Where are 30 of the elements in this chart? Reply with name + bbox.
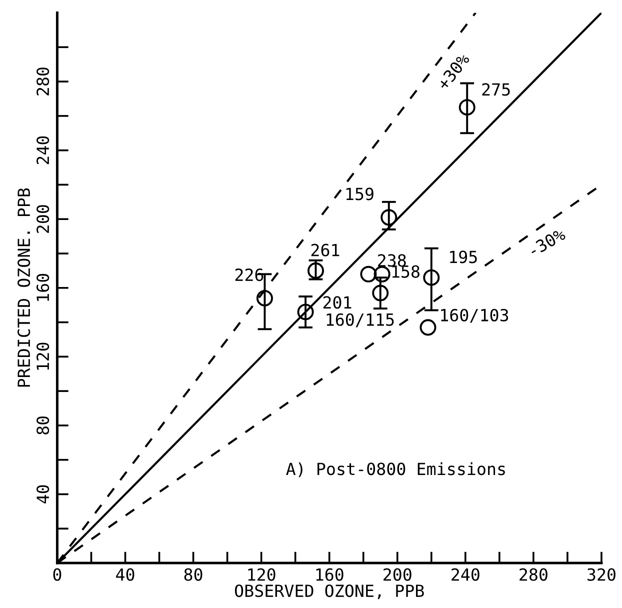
annotation: 160/115	[326, 313, 394, 328]
x-tick-label: 200	[384, 568, 412, 581]
y-tick-label: 200	[36, 205, 50, 233]
x-tick-label: 80	[184, 568, 202, 581]
annotation: 275	[482, 83, 510, 96]
y-tick-label: 120	[36, 342, 50, 370]
x-tick-label: 320	[588, 568, 616, 581]
x-tick-label: 280	[520, 568, 548, 581]
annotation: -30%	[528, 227, 566, 257]
x-tick-label: 120	[248, 568, 276, 581]
x-tick-label: 40	[116, 568, 134, 581]
x-tick-label: 160	[316, 568, 344, 581]
annotation: 195	[450, 250, 477, 264]
annotation: 261	[311, 244, 340, 256]
x-axis-title: OBSERVED OZONE, PPB	[234, 584, 424, 600]
x-tick-label: 0	[53, 568, 62, 581]
y-tick-label: 160	[36, 274, 50, 301]
annotation: 226	[235, 268, 264, 282]
y-axis-title: PREDICTED OZONE. PPB	[18, 188, 30, 387]
annotation: 158	[392, 265, 420, 278]
y-tick-label: 40	[36, 485, 50, 504]
annotation: 201	[323, 296, 352, 309]
y-tick-label: 80	[36, 416, 50, 434]
y-tick-label: 240	[36, 136, 50, 164]
annotation: 160/103	[441, 308, 508, 323]
annotation: 159	[346, 188, 374, 200]
annotation: A) Post-0800 Emissions	[286, 462, 505, 478]
x-tick-label: 240	[452, 568, 480, 581]
y-tick-label: 280	[36, 68, 50, 96]
annotation: 238	[378, 254, 406, 267]
